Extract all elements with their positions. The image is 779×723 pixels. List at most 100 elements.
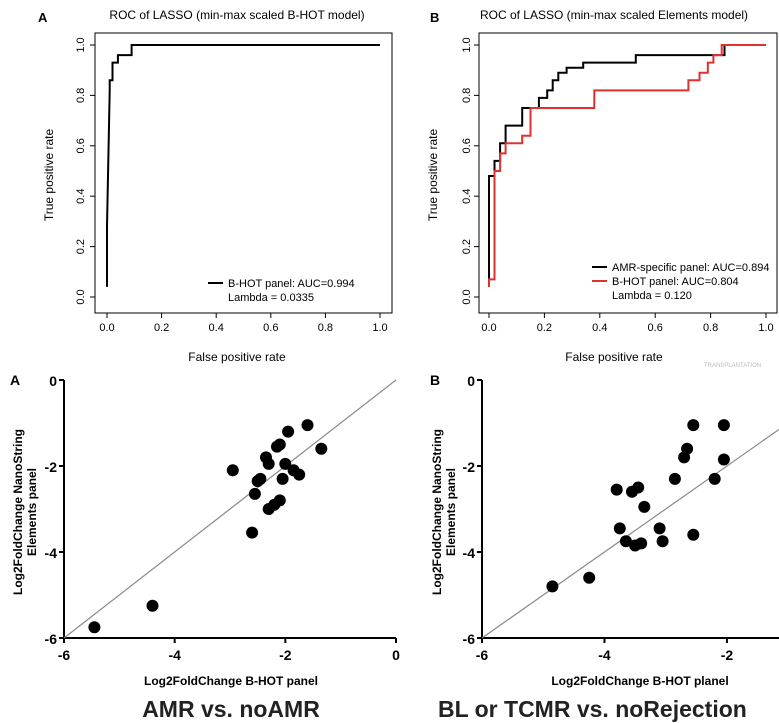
data-point <box>279 457 292 470</box>
y-tick-label: -4 <box>463 545 476 561</box>
x-tick-label: 0.0 <box>481 322 496 334</box>
x-tick-label: 1.0 <box>372 322 387 334</box>
caption-right: BL or TCMR vs. noRejection <box>438 696 747 722</box>
plot-frame <box>478 32 778 314</box>
panel-label: B <box>430 10 439 25</box>
y-tick-label: 0.4 <box>75 189 87 204</box>
chart-title: ROC of LASSO (min-max scaled B-HOT model… <box>109 8 364 22</box>
roc-panel-b: B ROC of LASSO (min-max scaled Elements … <box>426 8 778 364</box>
x-tick-label: 0.2 <box>537 322 552 334</box>
x-tick-label: 0.4 <box>209 322 224 334</box>
x-tick-label: 0.6 <box>648 322 663 334</box>
data-point <box>687 419 700 432</box>
watermark: TRANSPLANTATION <box>704 363 761 369</box>
y-tick-label: 0.4 <box>461 189 473 204</box>
data-point <box>88 621 101 634</box>
roc-curve <box>488 44 766 287</box>
x-axis-label: Log2FoldChange B-HOT panel <box>144 674 318 688</box>
data-point <box>708 472 721 485</box>
data-point <box>717 419 730 432</box>
x-tick-label: 0.8 <box>703 322 718 334</box>
y-tick-label: 0.0 <box>75 289 87 304</box>
x-tick-label: -2 <box>721 647 734 663</box>
y-tick-label: -2 <box>45 459 58 475</box>
panel-label: A <box>10 372 20 388</box>
x-axis-label: Log2FoldChange B-HOT planel <box>551 674 728 688</box>
y-tick-label: 0.2 <box>75 239 87 254</box>
y-tick-label: 0.2 <box>461 239 473 254</box>
legend-entry-1: AMR-specific panel: AUC=0.894 <box>612 262 769 274</box>
y-tick-label: 1.0 <box>461 37 473 52</box>
data-point <box>632 481 645 494</box>
x-tick-label: 0.2 <box>154 322 169 334</box>
data-point <box>687 528 700 541</box>
data-point <box>610 483 623 496</box>
x-axis-label: False positive rate <box>565 350 663 364</box>
data-point <box>653 522 666 535</box>
identity-line <box>63 379 397 639</box>
panel-label: B <box>430 372 440 388</box>
roc-curve <box>106 44 380 287</box>
y-tick-label: 0.6 <box>461 138 473 153</box>
data-point <box>619 535 632 548</box>
data-point <box>668 472 681 485</box>
y-tick-label: -6 <box>463 631 476 647</box>
x-tick-label: -2 <box>279 647 292 663</box>
legend-entry-1: B-HOT panel: AUC=0.994 <box>228 278 355 290</box>
x-tick-label: 0.8 <box>318 322 333 334</box>
y-tick-label: 0.6 <box>75 138 87 153</box>
y-tick-label: 0 <box>49 373 57 389</box>
scatter-panel-b: B Log2FoldChange B-HOT planel Log2FoldCh… <box>430 372 779 688</box>
x-tick-label: 0.4 <box>592 322 607 334</box>
data-point <box>248 487 261 500</box>
x-tick-label: -6 <box>58 647 71 663</box>
data-point <box>273 438 286 451</box>
x-tick-label: 0.6 <box>263 322 278 334</box>
data-point <box>276 472 289 485</box>
data-point <box>226 464 239 477</box>
legend-entry-2: B-HOT panel: AUC=0.804 <box>612 276 739 288</box>
y-tick-label: -2 <box>463 459 476 475</box>
data-point <box>656 535 669 548</box>
roc-curve <box>488 44 766 287</box>
scatter-panel-a: A Log2FoldChange B-HOT panel Log2FoldCha… <box>10 372 400 688</box>
identity-line <box>481 428 779 639</box>
y-axis-label-line1: Log2FoldChange NanoString <box>11 429 25 595</box>
x-tick-label: -4 <box>598 647 611 663</box>
x-tick-label: -4 <box>168 647 181 663</box>
chart-title: ROC of LASSO (min-max scaled Elements mo… <box>480 8 748 22</box>
data-point <box>546 580 559 593</box>
data-point <box>262 457 275 470</box>
data-point <box>301 419 314 432</box>
caption-left: AMR vs. noAMR <box>142 696 320 722</box>
y-axis-label-line2: Elements panel <box>444 468 458 556</box>
data-point <box>273 494 286 507</box>
y-tick-label: 0.0 <box>461 289 473 304</box>
data-point <box>293 468 306 481</box>
data-point <box>315 442 328 455</box>
data-point <box>635 537 648 550</box>
x-tick-label: -6 <box>476 647 489 663</box>
data-point <box>146 599 159 612</box>
data-point <box>282 425 295 438</box>
lambda-text: Lambda = 0.120 <box>612 290 692 302</box>
y-tick-label: 1.0 <box>75 37 87 52</box>
roc-panel-a: A ROC of LASSO (min-max scaled B-HOT mod… <box>38 8 393 364</box>
data-point <box>254 472 267 485</box>
y-tick-label: -4 <box>45 545 58 561</box>
data-point <box>583 571 596 584</box>
data-point <box>246 526 259 539</box>
y-axis-label-line1: Log2FoldChange NanoString <box>430 429 444 595</box>
x-tick-label: 0 <box>392 647 400 663</box>
x-tick-label: 0.0 <box>99 322 114 334</box>
data-point <box>717 453 730 466</box>
y-tick-label: 0.8 <box>75 88 87 103</box>
data-point <box>681 442 694 455</box>
y-axis-label: True positive rate <box>426 129 440 222</box>
panel-label: A <box>38 10 48 25</box>
y-axis-label-line2: Elements panel <box>25 468 39 556</box>
data-point <box>613 522 626 535</box>
y-axis-label: True positive rate <box>42 129 56 222</box>
y-tick-label: -6 <box>45 631 58 647</box>
